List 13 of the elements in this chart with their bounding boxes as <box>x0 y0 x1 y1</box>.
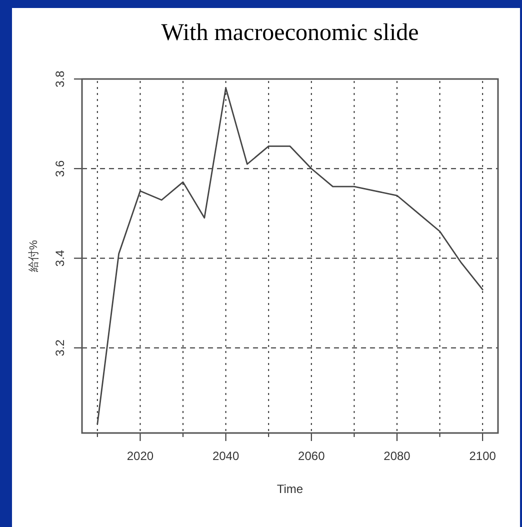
line-series <box>96 87 484 425</box>
x-tick-label: 2020 <box>126 449 154 463</box>
x-tick-label: 2080 <box>384 449 411 463</box>
chart-title: With macroeconomic slide <box>161 20 419 46</box>
y-tick-label: 3.8 <box>53 70 67 88</box>
y-axis-title: 給付% <box>28 240 40 273</box>
y-tick-label: 3.6 <box>53 160 67 177</box>
y-tick-label: 3.2 <box>53 339 67 356</box>
y-tick-label: 3.4 <box>53 250 67 267</box>
x-tick-label: 2060 <box>298 449 326 463</box>
x-axis-title: Time <box>276 482 304 496</box>
x-tick-label: 2100 <box>469 449 496 463</box>
x-tick-label: 2040 <box>212 449 240 463</box>
